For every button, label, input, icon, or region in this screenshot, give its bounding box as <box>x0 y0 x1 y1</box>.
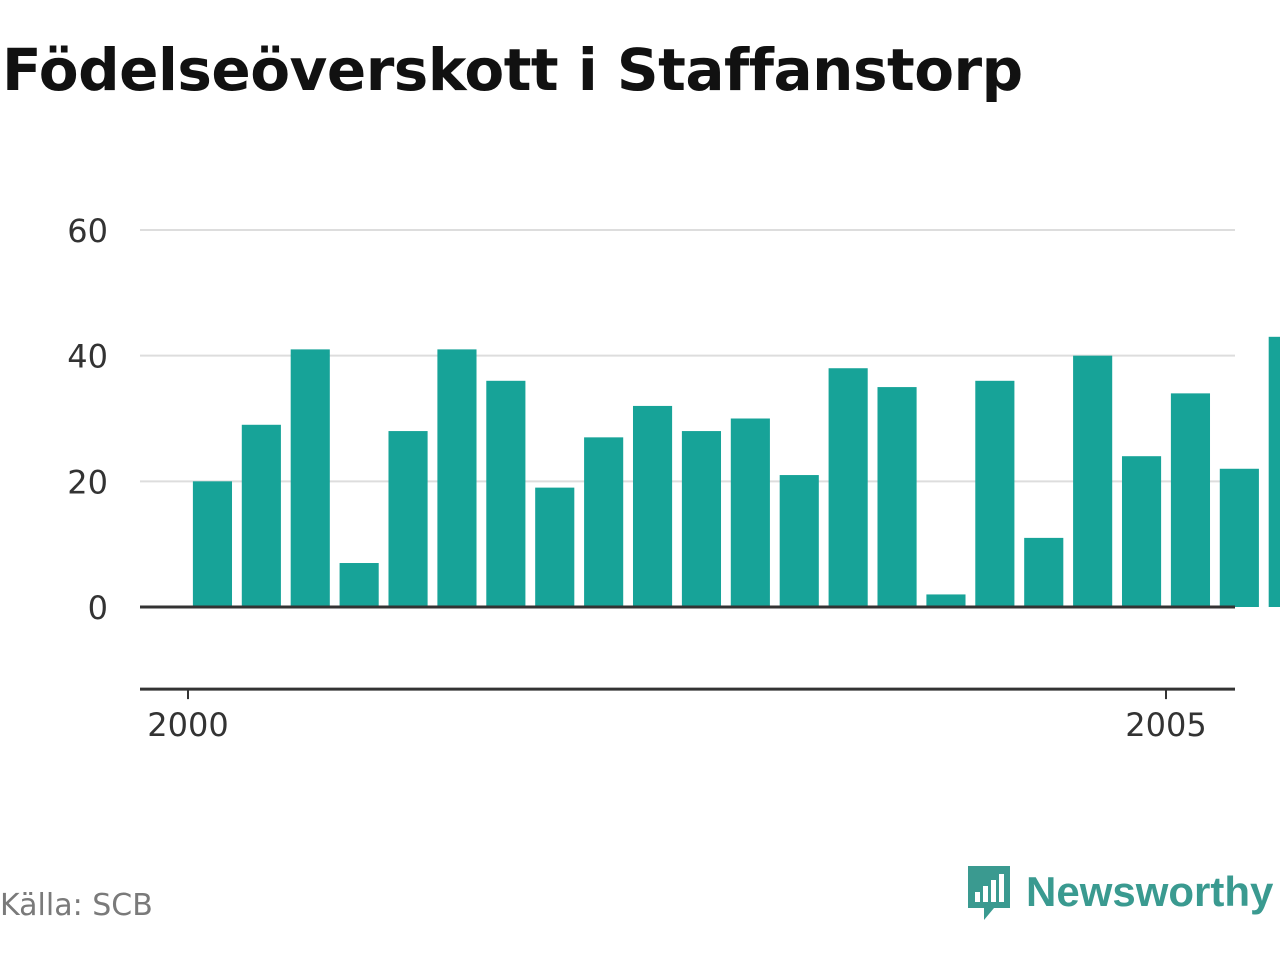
bar <box>877 387 917 607</box>
bar <box>192 481 233 607</box>
bar <box>1219 468 1259 607</box>
bar-series <box>192 336 1280 607</box>
bar <box>1073 355 1113 607</box>
brand-logo: Newsworthy <box>964 862 1273 922</box>
bar <box>1170 393 1211 607</box>
bar <box>975 380 1015 607</box>
bar <box>828 368 868 607</box>
y-axis-ticks: 0 20 40 60 <box>67 212 108 627</box>
y-tick-label: 40 <box>67 338 108 376</box>
bar <box>584 437 624 607</box>
bar <box>486 380 526 607</box>
bar <box>437 349 477 607</box>
bar <box>535 487 575 607</box>
bar <box>926 594 966 607</box>
axes <box>140 605 1235 691</box>
newsworthy-logo-icon <box>968 866 1010 920</box>
bar <box>730 418 770 607</box>
bar <box>241 424 281 607</box>
bar <box>1121 456 1162 607</box>
x-axis-ticks: 200020052010201520202025 <box>147 689 1207 744</box>
y-tick-label: 0 <box>88 589 108 627</box>
bar <box>632 405 673 607</box>
x-tick-label: 2000 <box>147 706 228 744</box>
source-note: Källa: SCB <box>0 888 153 923</box>
x-tick-label: 2005 <box>1125 706 1206 744</box>
y-tick-label: 60 <box>67 212 108 250</box>
bar <box>1024 537 1064 607</box>
chart-title: Födelseöverskott i Staffanstorp <box>2 36 1023 104</box>
y-tick-label: 20 <box>67 463 108 501</box>
bar <box>1268 336 1280 607</box>
bar <box>290 349 330 607</box>
bar <box>779 475 819 607</box>
bar <box>681 431 722 607</box>
brand-name: Newsworthy <box>1026 868 1274 915</box>
bar <box>388 431 428 607</box>
bar <box>339 563 379 607</box>
